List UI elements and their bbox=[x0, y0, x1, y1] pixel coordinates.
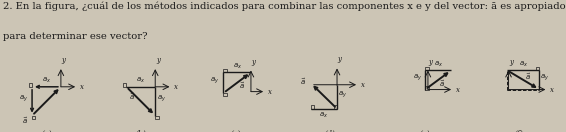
Text: $\vec{a}$: $\vec{a}$ bbox=[130, 92, 136, 102]
Text: $\vec{a}$: $\vec{a}$ bbox=[525, 71, 531, 82]
Text: (b): (b) bbox=[136, 130, 147, 132]
Text: $a_x$: $a_x$ bbox=[233, 62, 242, 71]
Text: $a_x$: $a_x$ bbox=[518, 60, 528, 69]
Text: $a_y$: $a_y$ bbox=[413, 73, 422, 83]
Text: y: y bbox=[428, 58, 432, 65]
Text: x: x bbox=[174, 83, 178, 91]
Text: (e): (e) bbox=[419, 130, 430, 132]
Text: $a_y$: $a_y$ bbox=[157, 94, 166, 104]
Text: (f): (f) bbox=[514, 130, 524, 132]
Text: $a_x$: $a_x$ bbox=[319, 111, 329, 120]
Text: $a_x$: $a_x$ bbox=[434, 60, 443, 69]
Text: x: x bbox=[361, 81, 365, 89]
Text: y: y bbox=[62, 56, 66, 64]
Text: x: x bbox=[268, 88, 272, 96]
Text: $\vec{a}$: $\vec{a}$ bbox=[439, 79, 445, 89]
Text: $a_y$: $a_y$ bbox=[210, 75, 219, 86]
Text: x: x bbox=[80, 83, 84, 91]
Text: (c): (c) bbox=[231, 130, 241, 132]
Text: 2. En la figura, ¿cuál de los métodos indicados para combinar las componentes x : 2. En la figura, ¿cuál de los métodos in… bbox=[3, 1, 565, 11]
Text: (a): (a) bbox=[42, 130, 53, 132]
Text: y: y bbox=[509, 58, 513, 65]
Text: $a_x$: $a_x$ bbox=[136, 76, 145, 85]
Text: $\vec{a}$: $\vec{a}$ bbox=[22, 115, 28, 126]
Text: x: x bbox=[456, 86, 460, 94]
Text: x: x bbox=[550, 86, 555, 94]
Text: $a_y$: $a_y$ bbox=[541, 73, 550, 83]
Text: y: y bbox=[338, 55, 342, 63]
Text: $a_y$: $a_y$ bbox=[338, 89, 347, 100]
Text: (d): (d) bbox=[325, 130, 336, 132]
Text: $\vec{a}$: $\vec{a}$ bbox=[239, 81, 245, 91]
Text: $\vec{a}$: $\vec{a}$ bbox=[301, 76, 306, 87]
Text: y: y bbox=[252, 58, 256, 65]
Text: y: y bbox=[156, 56, 160, 64]
Text: para determinar ese vector?: para determinar ese vector? bbox=[3, 32, 147, 41]
Text: $a_x$: $a_x$ bbox=[42, 76, 51, 85]
Text: $a_y$: $a_y$ bbox=[19, 94, 28, 104]
